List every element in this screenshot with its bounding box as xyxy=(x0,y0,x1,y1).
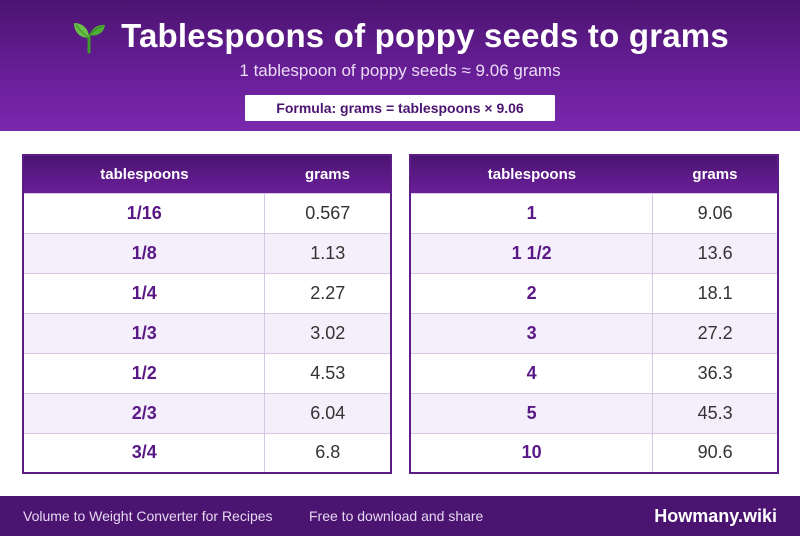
tablespoons-cell: 4 xyxy=(410,352,654,393)
formula-box: Formula: grams = tablespoons × 9.06 xyxy=(245,95,555,121)
table-row: 1/3 3.02 xyxy=(23,312,391,353)
page-title: Tablespoons of poppy seeds to grams xyxy=(121,17,729,54)
grams-cell: 18.1 xyxy=(652,272,778,313)
table-header-row: tablespoons grams xyxy=(23,155,391,193)
grams-cell: 13.6 xyxy=(652,232,778,273)
grams-cell: 27.2 xyxy=(652,312,778,353)
column-header-grams: grams xyxy=(652,155,778,193)
table-row: 1/2 4.53 xyxy=(23,352,391,393)
tablespoons-cell: 5 xyxy=(410,392,654,433)
table-row: 4 36.3 xyxy=(410,352,778,393)
footer-share-text: Free to download and share xyxy=(309,508,484,524)
table-row: 1 9.06 xyxy=(410,192,778,233)
table-row: 2/3 6.04 xyxy=(23,392,391,433)
column-header-tablespoons: tablespoons xyxy=(23,155,265,193)
grams-cell: 4.53 xyxy=(264,352,391,393)
tablespoons-cell: 1/4 xyxy=(23,272,266,313)
tablespoons-cell: 3/4 xyxy=(23,432,266,473)
table-row: 5 45.3 xyxy=(410,392,778,433)
column-header-tablespoons: tablespoons xyxy=(410,155,653,193)
tablespoons-cell: 2/3 xyxy=(23,392,266,433)
grams-cell: 3.02 xyxy=(264,312,391,353)
page-subtitle: 1 tablespoon of poppy seeds ≈ 9.06 grams xyxy=(239,61,561,80)
sprout-icon xyxy=(74,23,106,54)
tablespoons-cell: 1/2 xyxy=(23,352,266,393)
grams-cell: 9.06 xyxy=(652,192,778,233)
conversion-table-right: tablespoons grams 1 9.06 1 1/2 13.6 2 18… xyxy=(409,154,779,474)
table-row: 1 1/2 13.6 xyxy=(410,232,778,273)
tablespoons-cell: 10 xyxy=(410,432,654,473)
footer-converter-link[interactable]: Volume to Weight Converter for Recipes xyxy=(23,508,273,524)
header-banner: Tablespoons of poppy seeds to grams 1 ta… xyxy=(0,0,800,131)
table-row: 3 27.2 xyxy=(410,312,778,353)
tablespoons-cell: 1/8 xyxy=(23,232,266,273)
footer-bar: Volume to Weight Converter for Recipes F… xyxy=(0,496,800,536)
grams-cell: 0.567 xyxy=(264,192,391,233)
title-row: Tablespoons of poppy seeds to grams xyxy=(0,14,800,58)
grams-cell: 45.3 xyxy=(652,392,778,433)
table-row: 1/8 1.13 xyxy=(23,232,391,273)
table-row: 1/16 0.567 xyxy=(23,192,391,233)
grams-cell: 6.04 xyxy=(264,392,391,433)
tablespoons-cell: 1/16 xyxy=(23,192,266,233)
table-header-row: tablespoons grams xyxy=(410,155,778,193)
tablespoons-cell: 1/3 xyxy=(23,312,266,353)
conversion-table-left: tablespoons grams 1/16 0.567 1/8 1.13 1/… xyxy=(22,154,392,474)
table-row: 2 18.1 xyxy=(410,272,778,313)
grams-cell: 90.6 xyxy=(652,432,778,473)
grams-cell: 2.27 xyxy=(264,272,391,313)
column-header-grams: grams xyxy=(264,155,391,193)
tablespoons-cell: 2 xyxy=(410,272,654,313)
tablespoons-cell: 1 xyxy=(410,192,654,233)
brand-logo[interactable]: Howmany.wiki xyxy=(654,506,777,526)
table-row: 3/4 6.8 xyxy=(23,432,391,473)
table-row: 1/4 2.27 xyxy=(23,272,391,313)
tablespoons-cell: 1 1/2 xyxy=(410,232,654,273)
table-row: 10 90.6 xyxy=(410,432,778,473)
grams-cell: 36.3 xyxy=(652,352,778,393)
tablespoons-cell: 3 xyxy=(410,312,654,353)
grams-cell: 6.8 xyxy=(264,432,391,473)
grams-cell: 1.13 xyxy=(264,232,391,273)
